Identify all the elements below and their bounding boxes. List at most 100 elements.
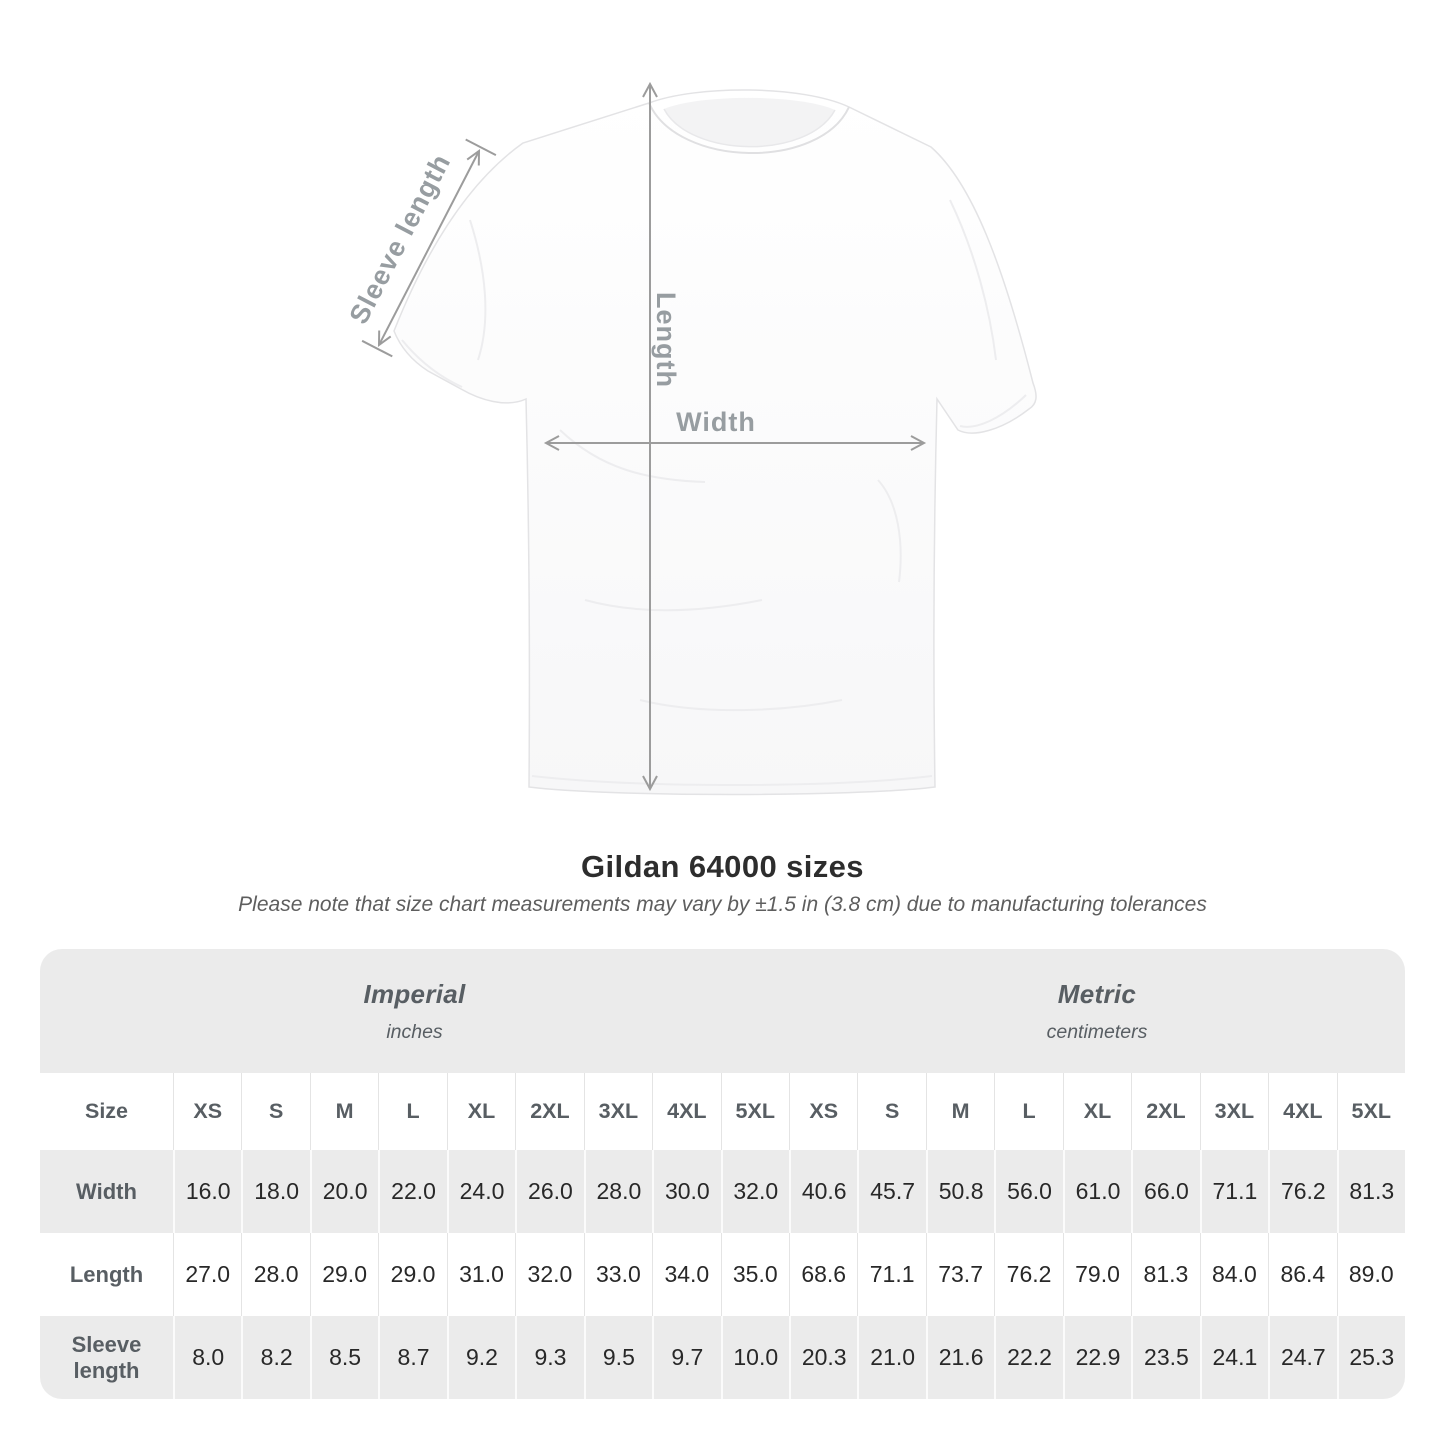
value-cell: 34.0 [652,1233,720,1316]
value-cell: 40.6 [788,1150,857,1233]
size-header-cell: XS [173,1073,241,1150]
value-cell: 22.9 [1062,1316,1131,1399]
row-label: Width [76,1178,137,1204]
size-header-cell: S [857,1073,925,1150]
value-cell: 71.1 [1199,1150,1268,1233]
size-header-cell: 4XL [652,1073,720,1150]
imperial-unit-label: inches [386,1020,443,1043]
imperial-label: Imperial [363,978,466,1009]
size-header-cell: 5XL [720,1073,789,1150]
value-cell: 33.0 [583,1233,652,1316]
value-cell: 9.2 [446,1316,515,1399]
value-cell: 68.6 [788,1233,857,1316]
page-subtitle: Please note that size chart measurements… [238,893,1207,916]
value-cell: 81.3 [1131,1233,1199,1316]
value-cell: 24.1 [1199,1316,1268,1399]
value-cell: 10.0 [720,1316,789,1399]
value-cell: 50.8 [925,1150,994,1233]
metric-unit-label: centimeters [1046,1020,1148,1043]
size-table: Imperial inches Metric centimeters Size … [40,949,1405,1399]
size-header-cell: M [925,1073,994,1150]
metric-label: Metric [1057,978,1137,1009]
table-row-width: Width 16.0 18.0 20.0 22.0 24.0 26.0 28.0… [40,1150,1405,1233]
value-cell: 22.2 [994,1316,1062,1399]
value-cell: 73.7 [925,1233,994,1316]
value-cell: 24.0 [446,1150,515,1233]
value-cell: 28.0 [241,1233,309,1316]
size-header-cell: L [994,1073,1062,1150]
value-cell: 26.0 [515,1150,583,1233]
size-header-cell: XL [1062,1073,1131,1150]
value-cell: 79.0 [1062,1233,1131,1316]
value-cell: 29.0 [378,1233,446,1316]
value-cell: 20.0 [309,1150,378,1233]
tshirt-graphic: Width Length Sleeve length [344,81,1037,796]
size-header-cell: M [309,1073,378,1150]
value-cell: 8.0 [173,1316,241,1399]
unit-header-row: Imperial inches Metric centimeters [40,949,1405,1073]
value-cell: 29.0 [309,1233,378,1316]
value-cell: 84.0 [1199,1233,1268,1316]
size-header-cell: 5XL [1336,1073,1405,1150]
size-header-cell: 3XL [1199,1073,1268,1150]
value-cell: 21.6 [925,1316,994,1399]
value-cell: 9.7 [652,1316,720,1399]
value-cell: 8.5 [309,1316,378,1399]
value-cell: 18.0 [241,1150,309,1233]
table-row-sleeve-length: Sleeve length 8.0 8.2 8.5 8.7 9.2 9.3 9.… [40,1316,1405,1399]
value-cell: 56.0 [994,1150,1062,1233]
tshirt-collar [648,97,850,154]
value-cell: 9.3 [515,1316,583,1399]
size-header-cell: 2XL [515,1073,583,1150]
size-header-cell: XL [446,1073,515,1150]
value-cell: 45.7 [857,1150,925,1233]
value-cell: 61.0 [1062,1150,1131,1233]
value-cell: 76.2 [994,1233,1062,1316]
value-cell: 32.0 [720,1150,789,1233]
value-cell: 25.3 [1336,1316,1405,1399]
value-cell: 81.3 [1336,1150,1405,1233]
value-cell: 22.0 [378,1150,446,1233]
value-cell: 66.0 [1131,1150,1199,1233]
tshirt-figure: Width Length Sleeve length [344,81,1037,796]
value-cell: 8.2 [241,1316,309,1399]
size-header-cell: 4XL [1268,1073,1336,1150]
sleeve-length-arrow [361,138,497,358]
value-cell: 28.0 [583,1150,652,1233]
value-cell: 8.7 [378,1316,446,1399]
size-header-cell: S [241,1073,309,1150]
page-title: Gildan 64000 sizes [581,849,864,884]
value-cell: 16.0 [173,1150,241,1233]
row-label: Sleeve length [71,1331,142,1383]
value-cell: 21.0 [857,1316,925,1399]
value-cell: 24.7 [1268,1316,1336,1399]
value-cell: 89.0 [1336,1233,1405,1316]
width-label: Width [676,407,756,437]
length-label: Length [651,292,681,388]
unit-header-metric: Metric centimeters [789,949,1405,1073]
size-header-cell: 2XL [1131,1073,1199,1150]
size-col-header: Size [84,1099,129,1123]
value-cell: 23.5 [1131,1316,1199,1399]
value-cell: 20.3 [788,1316,857,1399]
value-cell: 27.0 [173,1233,241,1316]
value-cell: 35.0 [720,1233,789,1316]
size-header-cell: L [378,1073,446,1150]
size-header-row: Size XS S M L XL 2XL 3XL 4XL 5XL XS S M … [40,1073,1405,1150]
value-cell: 76.2 [1268,1150,1336,1233]
value-cell: 9.5 [583,1316,652,1399]
size-header-cell: 3XL [583,1073,652,1150]
table-row-length: Length 27.0 28.0 29.0 29.0 31.0 32.0 33.… [40,1233,1405,1316]
unit-header-imperial: Imperial inches [40,949,789,1073]
size-header-cell: XS [788,1073,857,1150]
fabric-fold-lines [401,199,1027,786]
length-arrow [642,81,658,792]
value-cell: 31.0 [446,1233,515,1316]
value-cell: 86.4 [1268,1233,1336,1316]
value-cell: 30.0 [652,1150,720,1233]
value-cell: 32.0 [515,1233,583,1316]
row-label: Length [69,1261,144,1287]
value-cell: 71.1 [857,1233,925,1316]
width-arrow [543,435,927,451]
